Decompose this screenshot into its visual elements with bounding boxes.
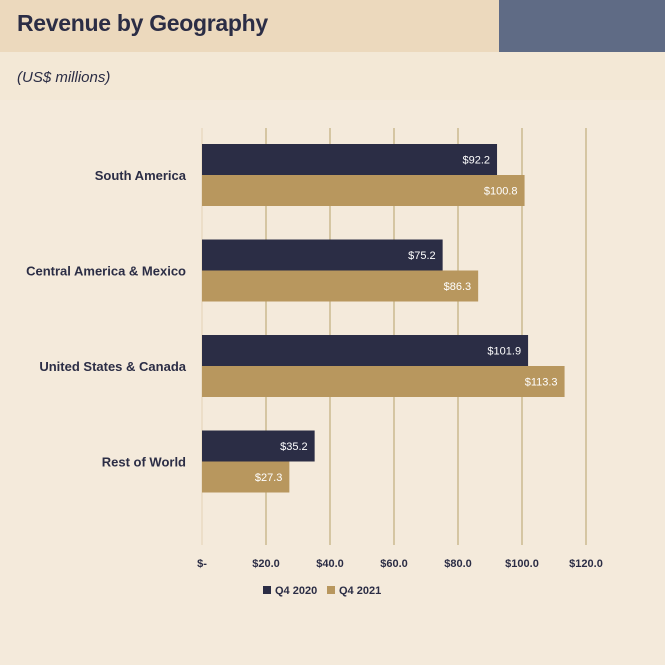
data-label: $86.3	[444, 281, 472, 293]
data-label: $92.2	[463, 155, 491, 167]
bar-q4-2020	[202, 430, 315, 462]
data-label: $113.3	[525, 377, 558, 389]
x-tick-label: $100.0	[505, 558, 539, 570]
data-label: $101.9	[487, 346, 521, 358]
page-title: Revenue by Geography	[17, 10, 268, 36]
legend-label: Q4 2020	[275, 585, 317, 597]
bar-q4-2020	[202, 335, 529, 366]
x-tick-label: $60.0	[380, 558, 408, 570]
x-tick-label: $120.0	[569, 558, 603, 570]
bar-q4-2021	[202, 366, 565, 397]
x-tick-label: $80.0	[444, 558, 472, 570]
category-label: South America	[95, 168, 187, 183]
data-label: $75.2	[408, 250, 436, 262]
category-label: United States & Canada	[39, 359, 186, 374]
category-label: Rest of World	[102, 455, 186, 470]
data-label: $100.8	[484, 186, 518, 198]
legend-swatch	[263, 586, 271, 594]
legend-swatch	[327, 586, 335, 594]
category-label: Central America & Mexico	[26, 264, 186, 279]
data-label: $27.3	[255, 472, 283, 484]
x-tick-label: $20.0	[252, 558, 280, 570]
bar-q4-2021	[202, 461, 290, 493]
x-tick-label: $40.0	[316, 558, 344, 570]
bar-q4-2021	[202, 270, 479, 302]
bar-q4-2021	[202, 175, 525, 206]
x-tick-label: $-	[197, 558, 207, 570]
header-accent-block	[499, 0, 665, 52]
bar-q4-2020	[202, 239, 443, 271]
bar-q4-2020	[202, 144, 498, 175]
legend-label: Q4 2021	[339, 585, 381, 597]
page-subtitle: (US$ millions)	[17, 69, 111, 86]
data-label: $35.2	[280, 441, 308, 453]
